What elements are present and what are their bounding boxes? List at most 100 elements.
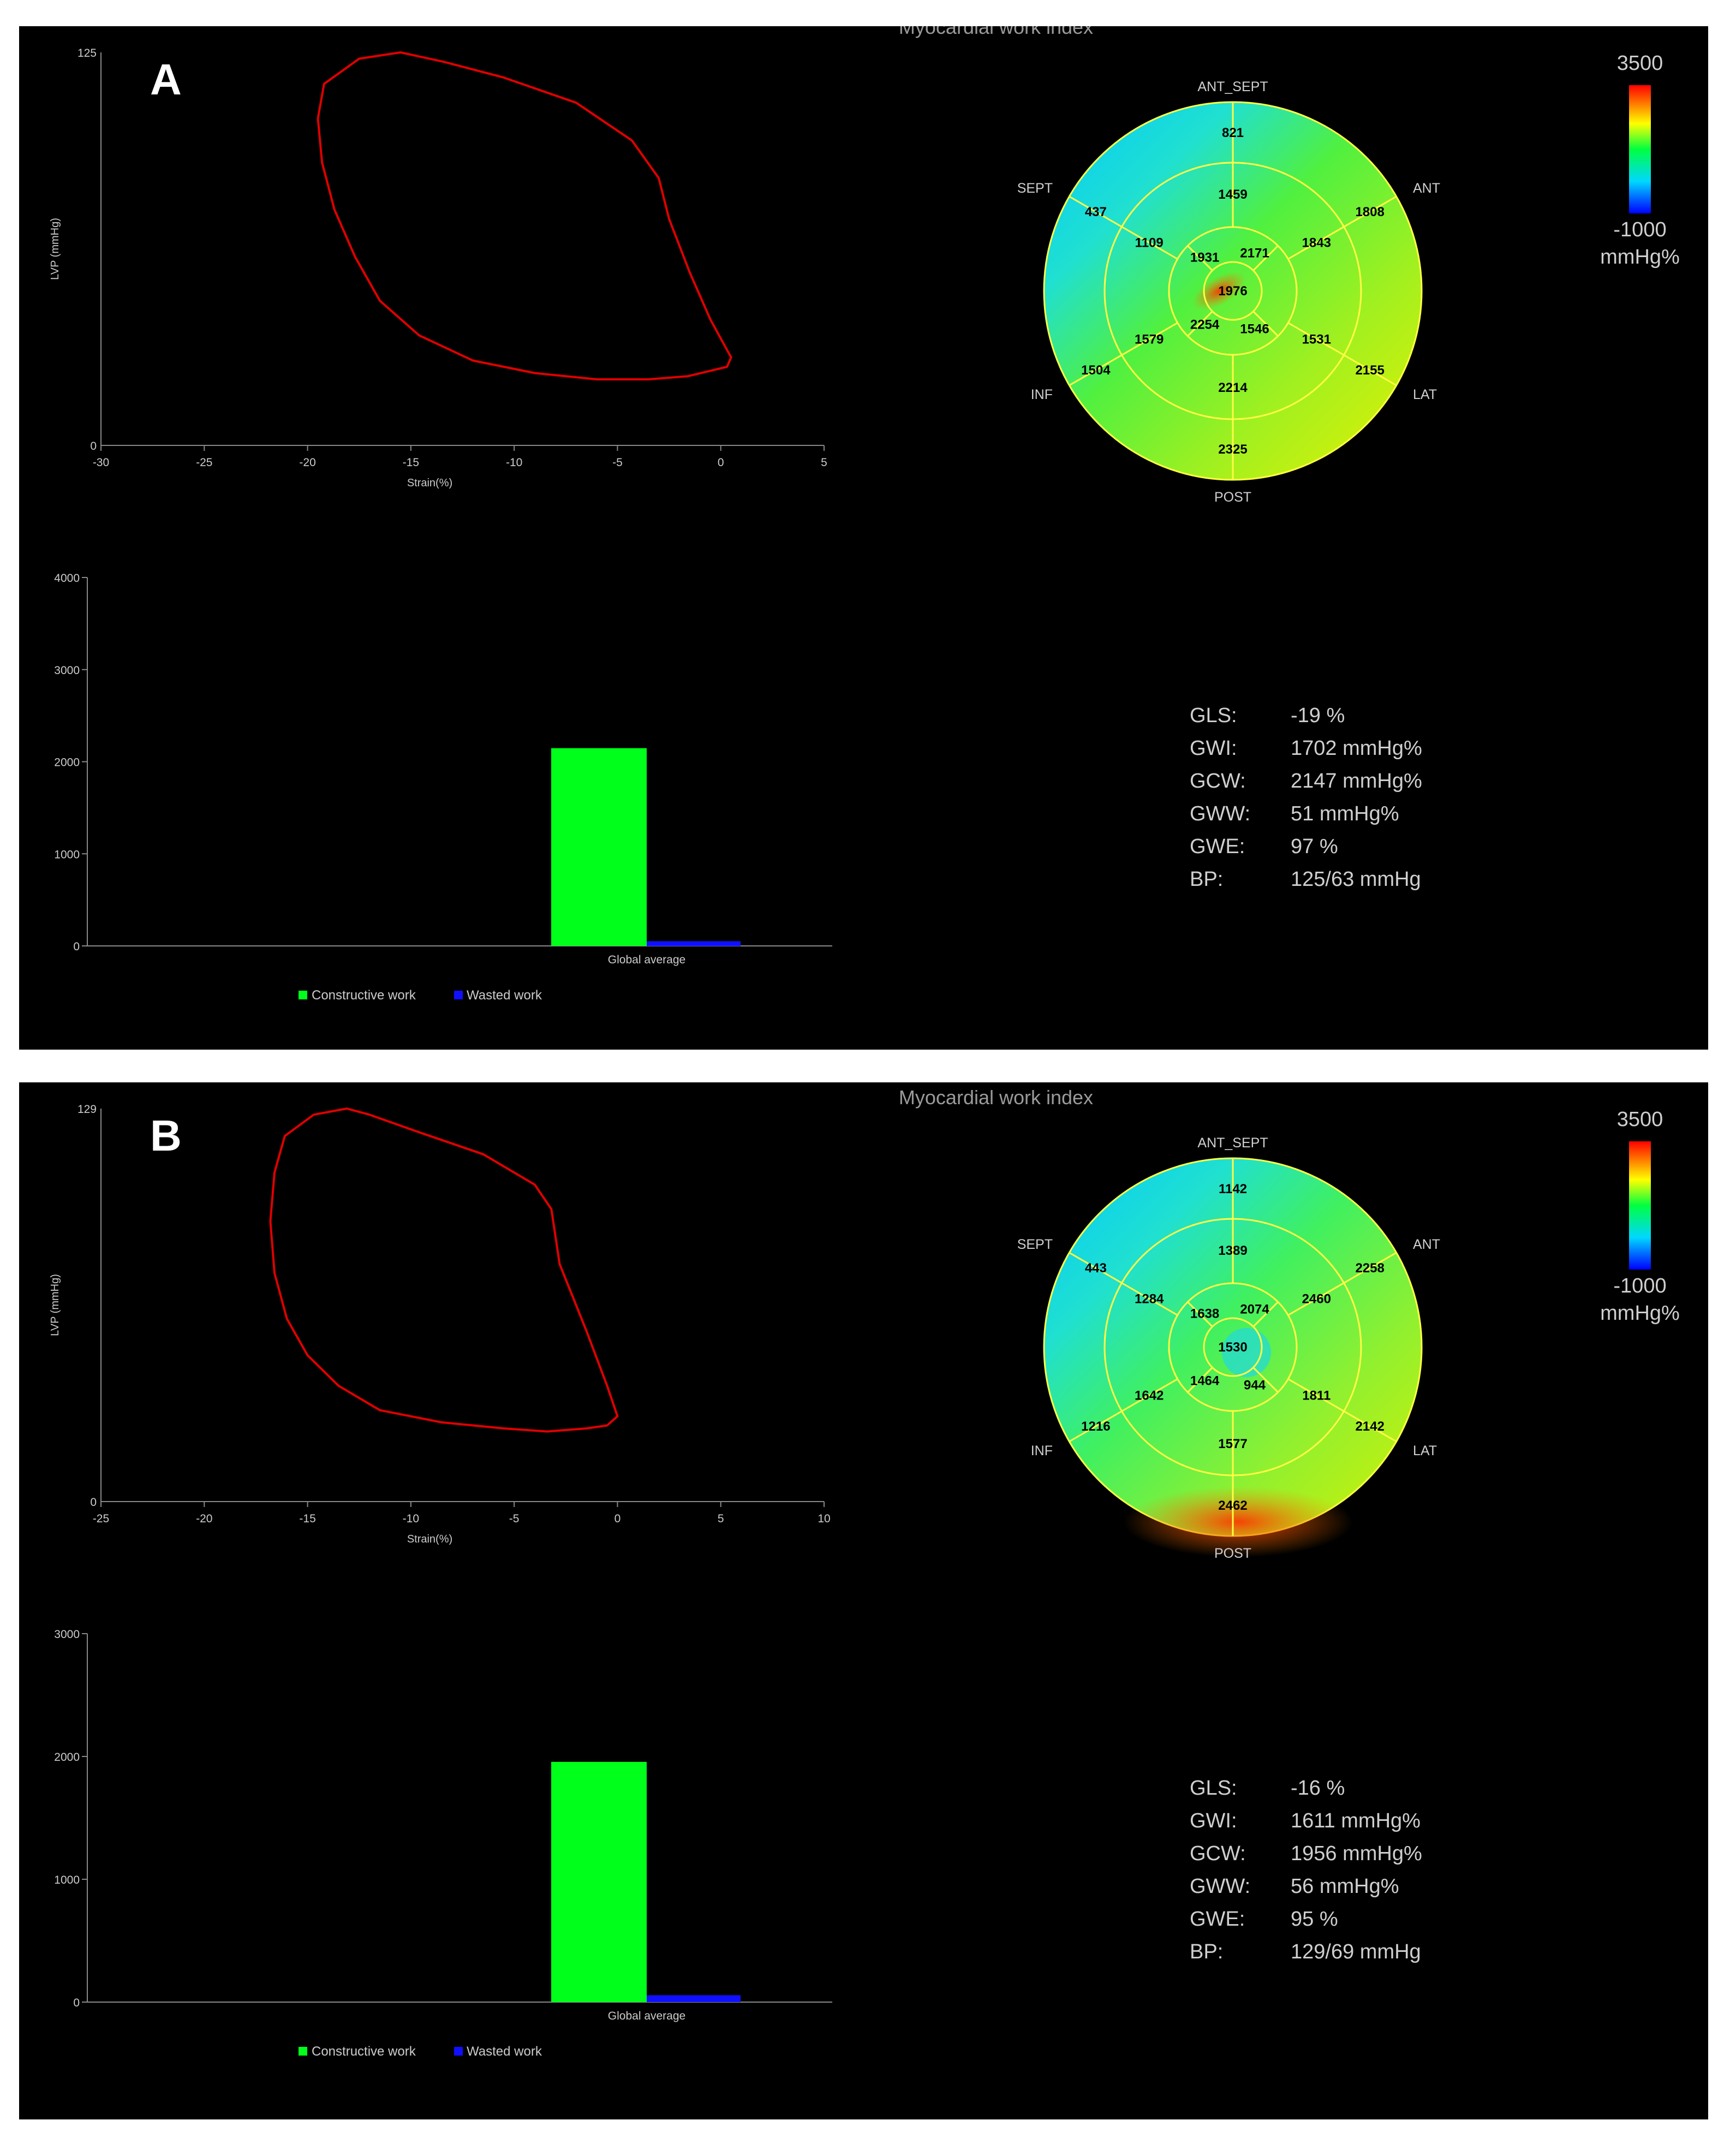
y-tick-label: 1000 <box>54 848 80 861</box>
color-scale: 3500 -1000 mmHg% <box>1600 52 1680 269</box>
segment-value-mid: 1642 <box>1135 1389 1164 1403</box>
stat-name: GLS: <box>1190 704 1237 727</box>
wall-label-sept: SEPT <box>1017 181 1053 196</box>
segment-value-mid: 1531 <box>1302 332 1331 347</box>
wasted-work-bar <box>647 941 741 946</box>
wall-label-inf: INF <box>1031 387 1053 402</box>
pressure-strain-loop-line <box>269 1107 619 1433</box>
colorbar-min-label: -1000 <box>1613 218 1666 241</box>
segment-value-apex: 1530 <box>1218 1340 1247 1355</box>
apical-divider <box>1252 245 1279 271</box>
apical-divider <box>1252 1367 1279 1393</box>
segment-value-basal: 1504 <box>1081 363 1111 378</box>
stat-value: 125/63 mmHg <box>1291 868 1421 891</box>
stat-name: BP: <box>1190 1940 1223 1963</box>
segment-value-basal: 1808 <box>1355 205 1384 219</box>
apical-divider <box>1187 311 1213 337</box>
stat-name: GWE: <box>1190 835 1245 858</box>
x-tick-label: -5 <box>612 456 623 469</box>
segment-value-apical: 2074 <box>1240 1302 1269 1317</box>
segment-value-mid: 1811 <box>1302 1389 1331 1403</box>
y-tick-label: 2000 <box>54 1751 80 1764</box>
segment-value-apical: 1638 <box>1190 1307 1219 1321</box>
apical-divider <box>1187 1367 1213 1393</box>
stat-name: GWI: <box>1190 1809 1237 1832</box>
y-tick-label: 4000 <box>54 572 80 585</box>
y-tick-label: 0 <box>73 940 80 953</box>
colorbar-min-label: -1000 <box>1613 1275 1666 1297</box>
x-tick-label: -5 <box>509 1512 520 1525</box>
stat-value: 1956 mmHg% <box>1291 1842 1422 1865</box>
stat-name: GWE: <box>1190 1908 1245 1931</box>
segment-value-basal: 821 <box>1222 126 1244 140</box>
segment-divider <box>1069 1378 1178 1443</box>
legend-label-constructive: Constructive work <box>312 988 416 1003</box>
wall-label-lat: LAT <box>1413 1443 1437 1458</box>
segment-value-apex: 1976 <box>1218 284 1247 299</box>
segment-value-apical: 944 <box>1244 1378 1266 1392</box>
x-tick-label: 10 <box>818 1512 830 1525</box>
segment-divider <box>1287 1378 1397 1443</box>
segment-value-basal: 2258 <box>1355 1261 1384 1276</box>
stat-value: 51 mmHg% <box>1291 802 1399 825</box>
stat-name: BP: <box>1190 868 1223 891</box>
y-tick-label: 0 <box>90 440 97 452</box>
colorbar-unit-label: mmHg% <box>1600 1302 1680 1325</box>
colorbar-max-label: 3500 <box>1617 52 1663 75</box>
apical-divider <box>1187 1301 1213 1327</box>
apical-divider <box>1187 245 1213 271</box>
wall-label-ant-sept: ANT_SEPT <box>1197 1135 1268 1151</box>
wasted-work-bar <box>647 1995 741 2002</box>
y-tick-label: 3000 <box>54 664 80 677</box>
y-tick-label: 0 <box>90 1496 97 1509</box>
segment-value-mid: 1577 <box>1218 1437 1247 1451</box>
legend-swatch-constructive <box>299 991 307 999</box>
wall-label-inf: INF <box>1031 1443 1053 1458</box>
segment-divider <box>1287 1252 1397 1316</box>
apical-divider <box>1252 311 1279 337</box>
x-tick-label: -25 <box>93 1512 109 1525</box>
global-indices: GLS: -16 % GWI: 1611 mmHg% GCW: 1956 mmHg% GWW… <box>1190 1777 1422 1963</box>
segment-value-mid: 1579 <box>1135 332 1164 347</box>
segment-value-mid: 1109 <box>1135 236 1164 251</box>
bullseye-plot: 821 1808 2155 2325 1504 437 1459 1843 1531 2214 15… <box>1017 79 1440 505</box>
pressure-strain-loop-chart: -30 -25 -20 -15 -10 -5 0 5 0 125 Strain(%) LVP (mmH… <box>49 47 827 489</box>
segment-value-apical: 1931 <box>1190 251 1219 265</box>
stat-value: 129/69 mmHg <box>1291 1940 1421 1963</box>
color-scale: 3500 -1000 mmHg% <box>1600 1108 1680 1325</box>
x-tick-label: -10 <box>506 456 522 469</box>
stat-value: 56 mmHg% <box>1291 1875 1399 1898</box>
legend-label-wasted: Wasted work <box>467 2044 542 2059</box>
segment-value-basal: 443 <box>1085 1261 1107 1276</box>
x-tick-label: 0 <box>615 1512 621 1525</box>
segment-divider <box>1069 1252 1178 1316</box>
wall-label-post: POST <box>1214 490 1251 505</box>
legend-swatch-wasted <box>454 991 463 999</box>
colorbar <box>1629 1141 1651 1270</box>
x-tick-label: -20 <box>299 456 315 469</box>
segment-value-basal: 2325 <box>1218 442 1247 457</box>
segment-divider <box>1287 322 1397 386</box>
work-bar-chart: 0 1000 2000 3000 4000 Global average Construct… <box>54 572 832 1003</box>
stat-name: GCW: <box>1190 770 1246 793</box>
chart-title: Myocardial work index <box>899 1086 1093 1109</box>
colorbar-unit-label: mmHg% <box>1600 246 1680 269</box>
stat-value: 1611 mmHg% <box>1291 1809 1421 1832</box>
y-tick-label: 1000 <box>54 1874 80 1886</box>
posterior-hotspot <box>1124 1486 1353 1557</box>
stat-name: GWI: <box>1190 737 1237 760</box>
panel-label: B <box>150 1111 182 1160</box>
y-tick-label: 0 <box>73 1997 80 2009</box>
y-tick-label: 129 <box>77 1103 97 1116</box>
segment-value-mid: 1284 <box>1135 1292 1164 1307</box>
stat-value: -19 % <box>1291 704 1345 727</box>
bullseye-plot: 1142 2258 2142 2462 1216 443 1389 2460 1811 1577 1… <box>1017 1135 1440 1561</box>
segment-value-apical: 1464 <box>1190 1373 1220 1388</box>
segment-value-apical: 2254 <box>1190 317 1220 332</box>
category-label: Global average <box>608 2010 685 2022</box>
stat-value: -16 % <box>1291 1777 1345 1800</box>
x-tick-label: -10 <box>403 1512 419 1525</box>
stat-name: GWW: <box>1190 802 1250 825</box>
y-axis-label: LVP (mmHg) <box>49 1274 61 1336</box>
segment-divider <box>1069 322 1178 386</box>
